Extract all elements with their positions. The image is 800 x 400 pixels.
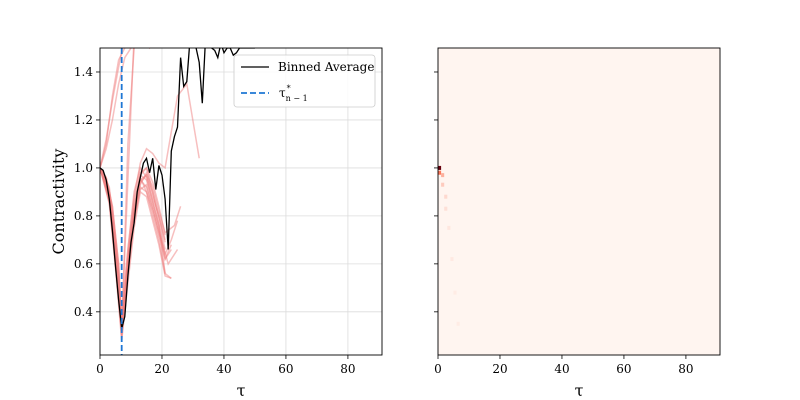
individual-series-line [100,166,172,329]
y-tick-label: 0.8 [74,209,93,223]
y-axis-label: Contractivity [49,149,68,255]
legend: Binned Average τ* n − 1 [233,54,376,108]
heatmap-cells [438,165,460,326]
individual-series-line [100,48,151,169]
left-panel: 0 20 40 60 80 0.4 0.6 0.8 1.0 1.2 1.4 τ Contractivit… [49,47,383,400]
x-tick-label: 20 [154,362,169,376]
heatmap-cell [453,290,457,295]
y-tick-label: 1.4 [74,65,93,79]
y-tick-label: 1.0 [74,161,93,175]
y-tick-label: 1.2 [74,113,93,127]
heatmap-cell [447,225,451,230]
x-tick-label: 60 [616,362,631,376]
x-tick-label: 80 [678,362,693,376]
x-axis-label: τ [575,381,584,400]
heatmap-cell [438,165,442,170]
heatmap-cell [450,257,454,262]
individual-series-line [100,166,166,332]
axes-frame [99,47,383,356]
individual-series-line [100,48,132,169]
legend-threshold-label: τ* n − 1 [279,84,308,103]
individual-series-line [100,48,124,169]
x-tick-label: 20 [492,362,507,376]
heatmap-cell [456,321,460,326]
heatmap-cell [441,182,445,187]
legend-average-label: Binned Average [278,60,374,74]
x-tick-label: 80 [340,362,355,376]
y-tick-label: 0.4 [74,305,93,319]
legend-threshold-symbol: τ [279,86,286,100]
x-axis-label: τ [237,381,246,400]
axes-frame [437,47,721,356]
x-tick-label: 40 [216,362,231,376]
x-tick-label: 60 [278,362,293,376]
grid-lines [99,48,382,355]
heatmap-background [438,48,720,355]
x-tick-label: 0 [434,362,442,376]
binned-average-line [100,48,255,329]
heatmap-cell [438,170,442,175]
legend-threshold-sub: n − 1 [286,94,308,103]
heatmap-cell [441,173,445,178]
right-panel: 0 20 40 60 80 τ [434,47,721,400]
x-tick-label: 0 [96,362,104,376]
plot-area [100,48,255,355]
x-tick-label: 40 [554,362,569,376]
heatmap-cell [444,206,448,211]
legend-threshold-sup: * [287,84,291,93]
legend-box [233,54,376,108]
y-tick-label: 0.6 [74,257,93,271]
heatmap-cell [444,194,448,199]
